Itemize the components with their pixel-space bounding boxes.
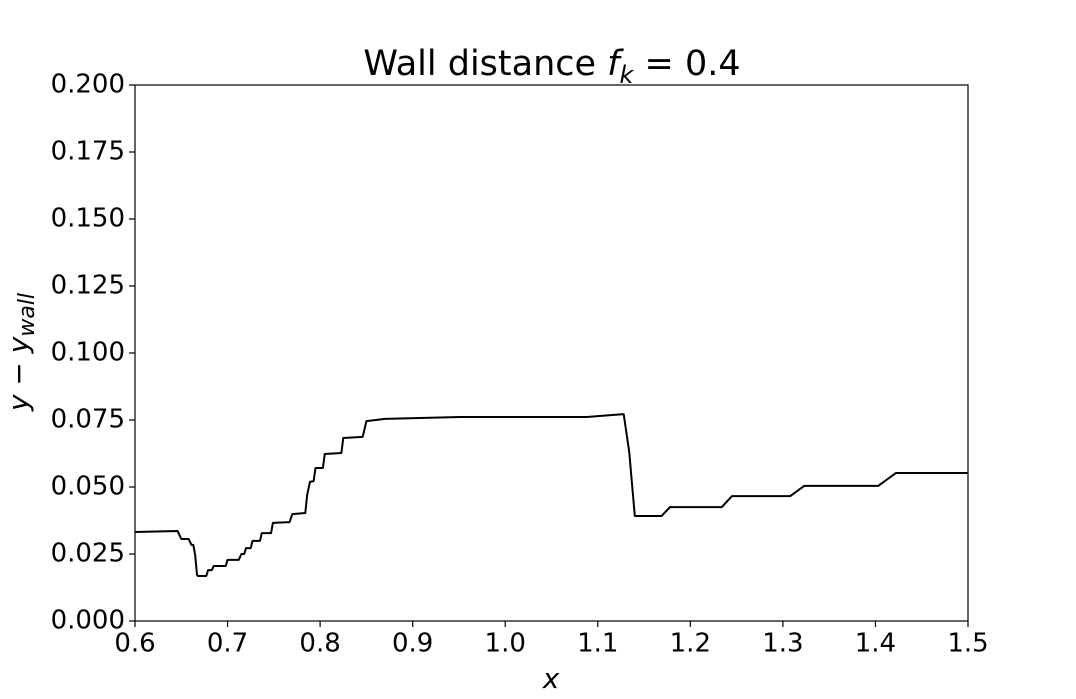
title-rest: = 0.4 [633,44,740,84]
x-tick-label: 1.0 [485,629,526,659]
title-subscript: k [620,61,635,89]
x-tick-label: 1.3 [762,629,803,659]
chart-title: Wall distance fk = 0.4 [363,44,740,89]
x-tick-label: 0.9 [392,629,433,659]
y-tick-label: 0.125 [51,271,125,301]
y-tick-label: 0.075 [51,405,125,435]
plot-frame [134,84,969,622]
y-tick-label: 0.150 [51,204,125,234]
x-tick-label: 1.4 [855,629,896,659]
y-tick-label: 0.200 [51,70,125,100]
y-label-main: y − y [2,336,35,412]
y-axis-label: y − ywall [2,293,40,412]
x-tick-label: 0.7 [207,629,248,659]
x-tick-label: 0.6 [114,629,155,659]
data-line [134,413,968,577]
x-axis-label: x [542,662,560,695]
title-text: Wall distance [363,44,607,84]
y-tick-label: 0.100 [51,338,125,368]
y-tick-label: 0.000 [51,606,125,636]
x-tick-label: 1.2 [670,629,711,659]
x-tick-label: 1.5 [947,629,988,659]
y-tick-label: 0.175 [51,137,125,167]
x-tick-label: 1.1 [577,629,618,659]
y-tick-label: 0.025 [51,539,125,569]
y-tick-label: 0.050 [51,472,125,502]
x-tick-label: 0.8 [299,629,340,659]
y-label-subscript: wall [15,293,40,337]
